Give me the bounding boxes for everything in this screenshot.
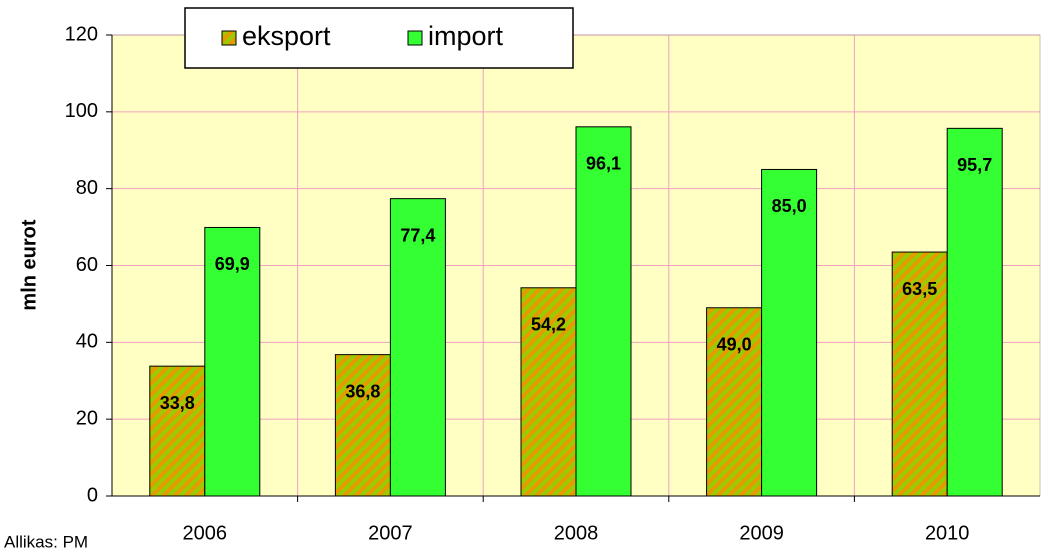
x-tick-label: 2006 <box>183 522 228 544</box>
y-tick-label: 60 <box>76 254 98 276</box>
source-note: Allikas: PM <box>4 532 88 551</box>
legend-label: import <box>428 21 504 51</box>
legend-swatch <box>221 30 237 46</box>
bar <box>520 287 577 497</box>
value-label: 85,0 <box>772 196 807 216</box>
legend <box>184 7 574 69</box>
value-label: 36,8 <box>345 381 380 401</box>
bar <box>334 354 391 497</box>
bar <box>204 226 261 497</box>
y-tick-label: 100 <box>65 100 98 122</box>
value-label: 49,0 <box>717 335 752 355</box>
value-label: 69,9 <box>215 254 250 274</box>
y-tick-label: 120 <box>65 23 98 45</box>
value-label: 63,5 <box>902 279 937 299</box>
bar <box>761 168 818 497</box>
x-tick-label: 2007 <box>368 522 413 544</box>
value-label: 33,8 <box>160 393 195 413</box>
y-axis-title: mln eurot <box>18 219 40 310</box>
y-tick-label: 20 <box>76 407 98 429</box>
bar <box>891 251 948 497</box>
value-label: 54,2 <box>531 315 566 335</box>
legend-swatch <box>407 30 423 46</box>
bar <box>575 126 632 497</box>
bar <box>389 198 446 497</box>
y-tick-label: 40 <box>76 331 98 353</box>
bar <box>149 365 206 497</box>
value-label: 96,1 <box>586 154 621 174</box>
x-tick-label: 2009 <box>739 522 784 544</box>
value-label: 77,4 <box>400 225 435 245</box>
x-tick-label: 2008 <box>554 522 599 544</box>
y-tick-label: 80 <box>76 177 98 199</box>
value-label: 95,7 <box>957 155 992 175</box>
y-tick-label: 0 <box>87 484 98 506</box>
bar <box>946 127 1003 497</box>
legend-label: eksport <box>242 21 331 51</box>
x-tick-label: 2010 <box>925 522 970 544</box>
